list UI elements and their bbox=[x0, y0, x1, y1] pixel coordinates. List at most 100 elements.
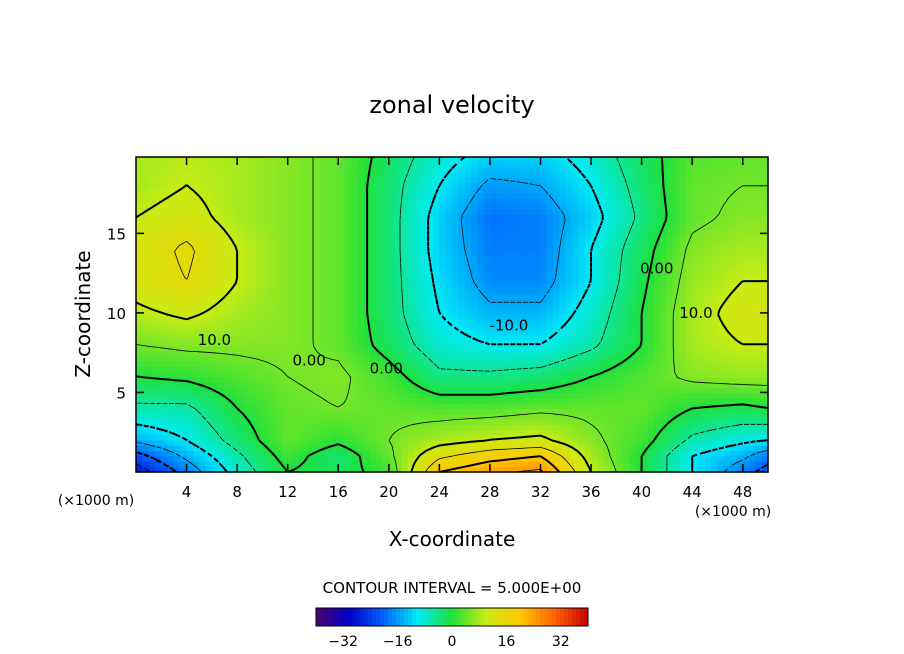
heatmap-cell bbox=[730, 372, 737, 379]
heatmap-cell bbox=[761, 361, 769, 368]
heatmap-cell bbox=[325, 351, 333, 358]
heatmap-cell bbox=[660, 293, 668, 300]
heatmap-cell bbox=[230, 414, 238, 421]
heatmap-cell bbox=[281, 319, 289, 326]
heatmap-cell bbox=[698, 225, 706, 232]
heatmap-cell bbox=[300, 351, 308, 358]
heatmap-cell bbox=[654, 382, 662, 389]
heatmap-cell bbox=[521, 314, 529, 321]
heatmap-cell bbox=[527, 393, 535, 400]
heatmap-cell bbox=[369, 283, 377, 289]
heatmap-cell bbox=[420, 330, 428, 337]
heatmap-cell bbox=[401, 162, 409, 169]
heatmap-cell bbox=[388, 409, 396, 415]
heatmap-cell bbox=[344, 393, 352, 400]
heatmap-cell bbox=[180, 199, 188, 205]
heatmap-cell bbox=[173, 351, 181, 358]
heatmap-cell bbox=[142, 325, 150, 331]
heatmap-cell bbox=[584, 220, 592, 226]
heatmap-cell bbox=[572, 382, 579, 389]
heatmap-cell bbox=[584, 398, 592, 405]
heatmap-cell bbox=[458, 262, 466, 268]
heatmap-cell bbox=[698, 193, 706, 200]
heatmap-cell bbox=[717, 188, 725, 195]
heatmap-cell bbox=[211, 193, 219, 200]
heatmap-cell bbox=[262, 314, 270, 321]
heatmap-cell bbox=[249, 346, 257, 352]
heatmap-cell bbox=[654, 204, 662, 211]
heatmap-cell bbox=[338, 319, 346, 326]
heatmap-cell bbox=[167, 367, 175, 373]
heatmap-cell bbox=[376, 356, 384, 363]
heatmap-cell bbox=[426, 414, 434, 421]
heatmap-cell bbox=[420, 398, 428, 405]
heatmap-cell bbox=[306, 356, 314, 363]
heatmap-cell bbox=[249, 193, 257, 200]
heatmap-cell bbox=[704, 214, 712, 221]
heatmap-cell bbox=[527, 246, 535, 253]
heatmap-cell bbox=[300, 409, 308, 415]
heatmap-cell bbox=[186, 251, 194, 258]
heatmap-cell bbox=[300, 403, 308, 410]
heatmap-cell bbox=[161, 220, 169, 226]
heatmap-cell bbox=[477, 340, 485, 347]
heatmap-cell bbox=[736, 193, 744, 200]
heatmap-cell bbox=[294, 251, 301, 258]
heatmap-cell bbox=[433, 340, 440, 347]
heatmap-cell bbox=[647, 298, 655, 305]
heatmap-cell bbox=[148, 414, 156, 421]
heatmap-cell bbox=[458, 288, 466, 295]
heatmap-cell bbox=[698, 214, 706, 221]
heatmap-cell bbox=[230, 314, 238, 321]
heatmap-cell bbox=[755, 409, 763, 415]
heatmap-cell bbox=[281, 235, 289, 242]
heatmap-cell bbox=[660, 361, 668, 368]
heatmap-cell bbox=[294, 214, 301, 221]
heatmap-cell bbox=[268, 403, 276, 410]
heatmap-cell bbox=[717, 230, 725, 237]
heatmap-cell bbox=[306, 162, 314, 169]
heatmap-cell bbox=[243, 272, 251, 279]
heatmap-cell bbox=[154, 178, 162, 184]
heatmap-cell bbox=[275, 377, 282, 384]
heatmap-cell bbox=[331, 267, 339, 274]
heatmap-cell bbox=[382, 409, 390, 415]
heatmap-cell bbox=[294, 199, 301, 205]
heatmap-cell bbox=[268, 267, 276, 274]
heatmap-cell bbox=[692, 251, 700, 258]
heatmap-cell bbox=[287, 288, 295, 295]
heatmap-cell bbox=[357, 251, 365, 258]
heatmap-cell bbox=[477, 382, 485, 389]
heatmap-cell bbox=[761, 256, 769, 263]
heatmap-cell bbox=[534, 319, 542, 326]
heatmap-cell bbox=[211, 356, 219, 363]
heatmap-cell bbox=[205, 382, 213, 389]
heatmap-cell bbox=[610, 356, 617, 363]
heatmap-cell bbox=[565, 325, 573, 331]
heatmap-cell bbox=[395, 214, 403, 221]
heatmap-cell bbox=[483, 172, 491, 179]
heatmap-cell bbox=[237, 319, 245, 326]
heatmap-cell bbox=[641, 162, 649, 169]
heatmap-cell bbox=[331, 398, 339, 405]
heatmap-cell bbox=[401, 325, 409, 331]
heatmap-cell bbox=[521, 304, 529, 310]
heatmap-cell bbox=[350, 340, 358, 347]
heatmap-cell bbox=[483, 267, 491, 274]
heatmap-cell bbox=[256, 372, 263, 379]
heatmap-cell bbox=[597, 377, 605, 384]
heatmap-cell bbox=[591, 167, 598, 174]
heatmap-cell bbox=[742, 367, 750, 373]
heatmap-cell bbox=[243, 241, 251, 247]
heatmap-cell bbox=[452, 214, 459, 221]
heatmap-cell bbox=[142, 172, 150, 179]
heatmap-cell bbox=[685, 298, 693, 305]
heatmap-cell bbox=[382, 388, 390, 394]
heatmap-cell bbox=[218, 193, 226, 200]
heatmap-cell bbox=[489, 225, 497, 232]
heatmap-cell bbox=[749, 314, 756, 321]
heatmap-cell bbox=[161, 382, 169, 389]
heatmap-cell bbox=[445, 325, 453, 331]
heatmap-cell bbox=[496, 398, 504, 405]
heatmap-cell bbox=[635, 382, 643, 389]
